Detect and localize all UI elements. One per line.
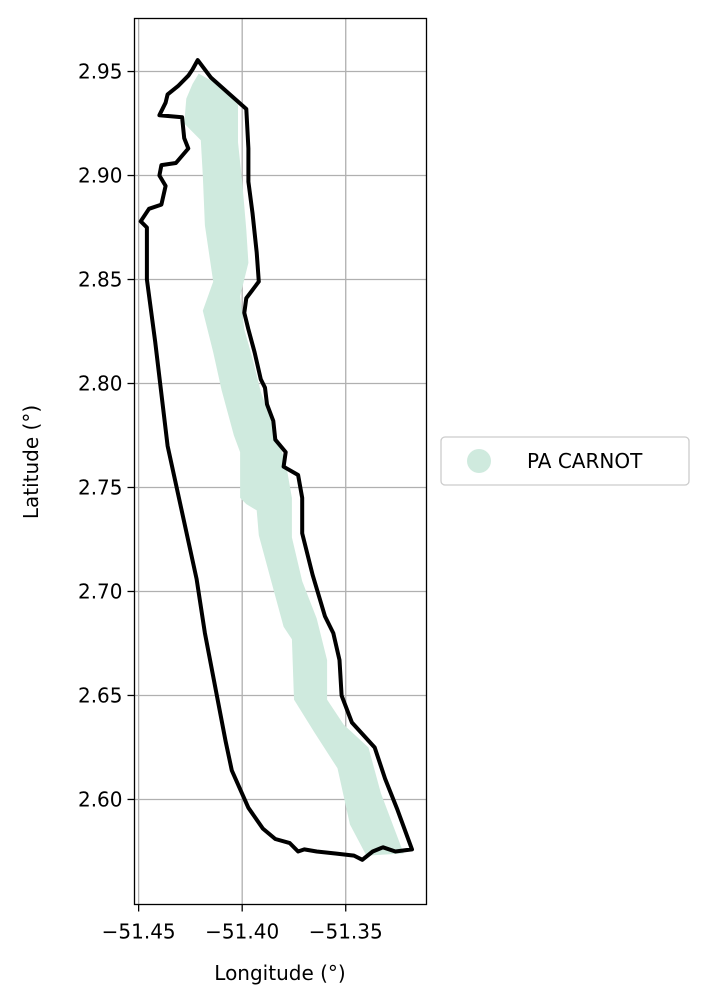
legend-frame [440,436,690,486]
y-tick-label-7: 2.95 [78,60,123,84]
y-tick-label-6: 2.90 [78,164,123,188]
x-tick-label-0: −51.45 [102,920,176,944]
x-tick-label-2: −51.35 [309,920,383,944]
map-layers [138,58,414,862]
y-tick-label-3: 2.75 [78,475,123,499]
axes-frame [133,17,428,906]
legend: PA CARNOT [440,436,690,486]
x-axis-title: Longitude (°) [214,961,345,985]
legend-marker-pa-carnot [467,449,491,473]
polygon-pa-carnot [184,73,404,856]
boundary-outline [138,58,414,862]
y-axis-title: Latitude (°) [19,405,43,519]
y-tick-label-2: 2.70 [78,579,123,603]
y-tick-label-0: 2.60 [78,787,123,811]
y-tick-label-1: 2.65 [78,683,123,707]
x-tick-label-1: −51.40 [205,920,279,944]
y-tick-label-4: 2.80 [78,372,123,396]
y-tick-label-5: 2.85 [78,268,123,292]
legend-label-pa-carnot: PA CARNOT [527,449,643,473]
axis-ticks: −51.45 −51.40 −51.35 2.60 2.65 2.70 2.75 2.80 2.… [78,60,383,944]
